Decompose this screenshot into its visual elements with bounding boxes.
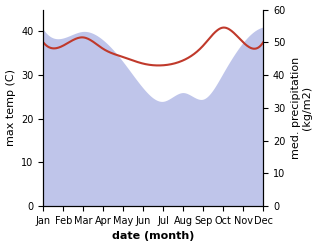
Y-axis label: med. precipitation
(kg/m2): med. precipitation (kg/m2) bbox=[291, 57, 313, 159]
X-axis label: date (month): date (month) bbox=[112, 231, 194, 242]
Y-axis label: max temp (C): max temp (C) bbox=[5, 69, 16, 146]
